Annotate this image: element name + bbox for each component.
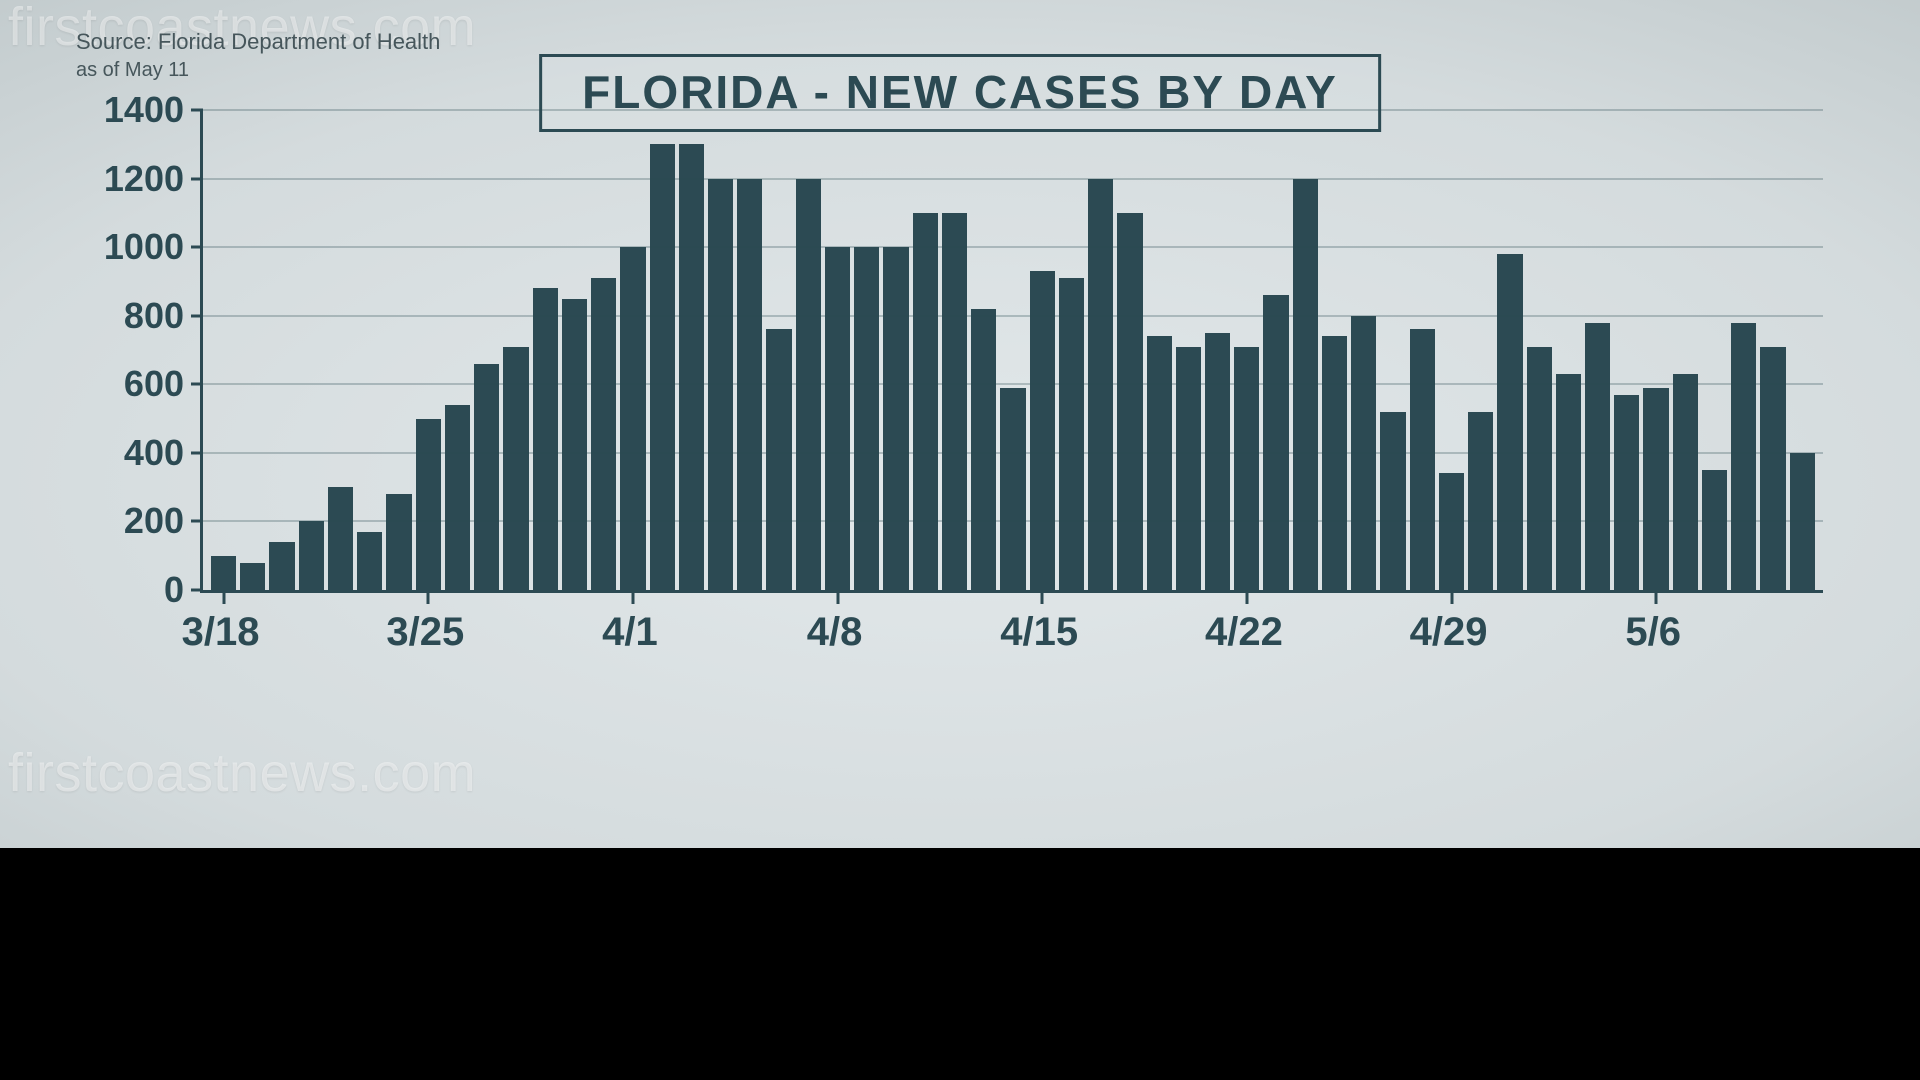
bar <box>650 144 675 590</box>
bar <box>1000 388 1025 590</box>
y-tick <box>191 177 203 180</box>
y-axis-label: 800 <box>124 295 184 337</box>
bar <box>211 556 236 590</box>
y-axis-label: 1400 <box>104 89 184 131</box>
bar <box>445 405 470 590</box>
x-axis-label: 4/8 <box>807 610 863 655</box>
bar <box>883 247 908 590</box>
bar <box>1410 329 1435 590</box>
source-line2: as of May 11 <box>76 57 440 83</box>
bar <box>328 487 353 590</box>
y-axis-label: 200 <box>124 500 184 542</box>
bar <box>620 247 645 590</box>
bar <box>357 532 382 590</box>
y-tick <box>191 451 203 454</box>
bar <box>562 299 587 590</box>
gridline <box>203 246 1823 248</box>
bar <box>1117 213 1142 590</box>
letterbox-bottom <box>0 848 1920 1080</box>
bar <box>766 329 791 590</box>
y-tick <box>191 589 203 592</box>
bar <box>533 288 558 590</box>
x-axis-labels: 3/183/254/14/84/154/224/295/6 <box>200 602 1820 662</box>
bar <box>1556 374 1581 590</box>
y-axis-labels: 0200400600800100012001400 <box>100 110 194 590</box>
bar <box>1205 333 1230 590</box>
bar <box>1439 473 1464 590</box>
y-axis-label: 0 <box>164 569 184 611</box>
bar <box>1731 323 1756 590</box>
bars-container <box>211 110 1815 590</box>
bar <box>1702 470 1727 590</box>
gridline <box>203 520 1823 522</box>
gridline <box>203 452 1823 454</box>
gridline <box>203 109 1823 111</box>
watermark-bottom: firstcoastnews.com <box>8 742 476 804</box>
x-axis-label: 4/1 <box>602 610 658 655</box>
x-axis-label: 3/18 <box>182 610 260 655</box>
bar <box>1673 374 1698 590</box>
source-attribution: Source: Florida Department of Health as … <box>76 28 440 83</box>
bar <box>942 213 967 590</box>
y-tick <box>191 109 203 112</box>
gridline <box>203 315 1823 317</box>
y-tick <box>191 246 203 249</box>
y-tick <box>191 314 203 317</box>
chart-area: 0200400600800100012001400 3/183/254/14/8… <box>100 110 1820 670</box>
bar <box>1643 388 1668 590</box>
bar <box>299 521 324 590</box>
y-tick <box>191 520 203 523</box>
bar <box>1585 323 1610 590</box>
bar <box>1497 254 1522 590</box>
bar <box>269 542 294 590</box>
bar <box>1380 412 1405 590</box>
bar <box>971 309 996 590</box>
bar <box>854 247 879 590</box>
bar <box>1468 412 1493 590</box>
bar <box>1263 295 1288 590</box>
plot-area <box>200 110 1823 593</box>
y-axis-label: 600 <box>124 363 184 405</box>
bar <box>386 494 411 590</box>
bar <box>474 364 499 590</box>
y-tick <box>191 383 203 386</box>
bar <box>825 247 850 590</box>
x-axis-label: 4/29 <box>1410 610 1488 655</box>
bar <box>913 213 938 590</box>
bar <box>1322 336 1347 590</box>
gridline <box>203 383 1823 385</box>
bar <box>679 144 704 590</box>
x-axis-label: 4/15 <box>1000 610 1078 655</box>
x-axis-label: 4/22 <box>1205 610 1283 655</box>
bar <box>416 419 441 590</box>
y-axis-label: 1200 <box>104 158 184 200</box>
gridline <box>203 178 1823 180</box>
x-axis-label: 3/25 <box>386 610 464 655</box>
chart-stage: firstcoastnews.com Source: Florida Depar… <box>0 0 1920 1080</box>
bar <box>591 278 616 590</box>
bar <box>240 563 265 590</box>
y-axis-label: 1000 <box>104 226 184 268</box>
x-axis-label: 5/6 <box>1625 610 1681 655</box>
bar <box>1030 271 1055 590</box>
source-line1: Source: Florida Department of Health <box>76 28 440 57</box>
bar <box>1614 395 1639 590</box>
bar <box>1147 336 1172 590</box>
y-axis-label: 400 <box>124 432 184 474</box>
bar <box>1059 278 1084 590</box>
